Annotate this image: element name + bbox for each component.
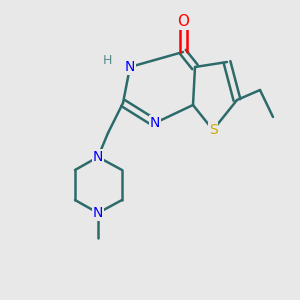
Text: N: N [93, 206, 103, 220]
Text: N: N [150, 116, 160, 130]
Text: O: O [177, 14, 189, 29]
Text: H: H [102, 53, 112, 67]
Text: N: N [125, 60, 135, 74]
Text: N: N [93, 150, 103, 164]
Text: S: S [208, 123, 217, 137]
